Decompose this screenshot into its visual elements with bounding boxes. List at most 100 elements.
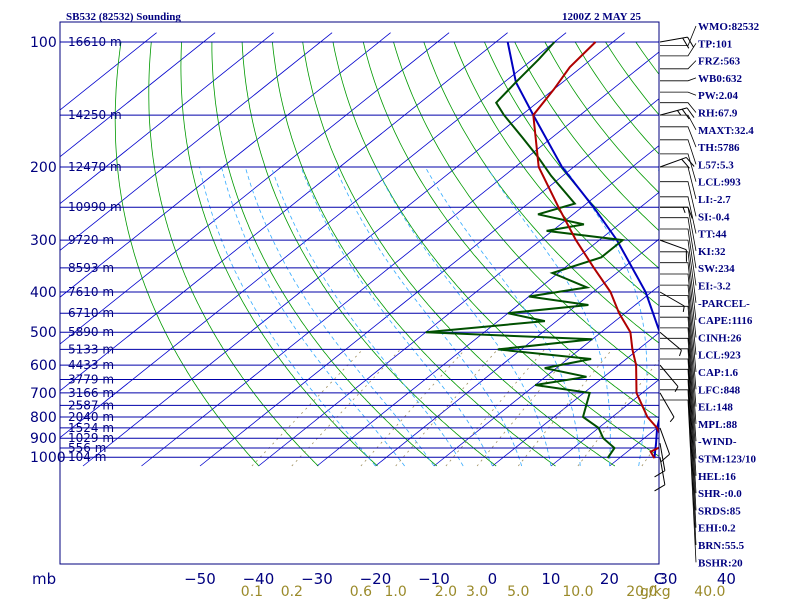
index-leader-line (660, 337, 697, 459)
index-leader-line (660, 166, 697, 200)
temperature-tick-label: −50 (184, 570, 216, 588)
dry-adiabat (272, 41, 556, 467)
height-label: 8593 m (68, 261, 114, 275)
index-label: LCL:993 (698, 177, 741, 189)
dry-adiabat (423, 41, 659, 344)
height-label: 3166 m (68, 386, 114, 400)
dry-adiabat (332, 41, 659, 457)
height-label: 4433 m (68, 358, 114, 372)
index-label: CAP:1.6 (698, 367, 739, 379)
pressure-tick-label: 700 (30, 386, 57, 402)
barb-flag (681, 108, 690, 120)
barb-flag (682, 207, 686, 214)
index-entry: RH:67.9 (660, 102, 738, 120)
index-label: FRZ:563 (698, 56, 741, 68)
wind-barb (659, 36, 695, 49)
barb-flag (674, 386, 679, 393)
height-label: 9720 m (68, 233, 114, 247)
index-entry: EL:148 (660, 305, 733, 414)
barb-flag (679, 350, 682, 357)
height-label: 1029 m (68, 431, 114, 445)
mixing-ratio-tick-label: 3.0 (466, 584, 488, 600)
index-label: RH:67.9 (698, 108, 738, 120)
temperature-tick-label: 20 (600, 570, 619, 588)
height-label: 10990 m (68, 200, 122, 214)
pressure-tick-label: 500 (30, 325, 57, 341)
height-label: 5890 m (68, 325, 114, 339)
index-leader-line (660, 295, 697, 390)
index-leader-line (660, 91, 697, 96)
moist-adiabat (300, 166, 493, 467)
pressure-tick-label: 900 (30, 431, 57, 447)
wind-barb (659, 291, 685, 313)
index-entry: HEL:16 (660, 348, 736, 483)
index-label: TT:44 (698, 229, 727, 241)
dewpoint-trace (425, 41, 626, 459)
index-entry: TH:5786 (660, 126, 740, 154)
barb-shaft (659, 291, 685, 307)
index-leader-line (660, 284, 697, 373)
wind-barb (659, 239, 687, 262)
index-leader-line (660, 181, 697, 217)
moist-adiabat (271, 166, 464, 467)
index-label: CAPE:1116 (698, 315, 753, 327)
index-leader-line (660, 273, 697, 355)
wind-barb (659, 331, 682, 357)
height-label: 6710 m (68, 306, 114, 320)
index-label: STM:123/10 (698, 454, 757, 466)
index-label: TP:101 (698, 38, 732, 50)
index-label: BRN:55.5 (698, 540, 745, 552)
index-leader-line (660, 25, 697, 46)
dry-adiabat (180, 41, 378, 467)
index-leader-line (660, 153, 697, 182)
index-entry: EHI:0.2 (660, 379, 736, 535)
index-entry: EI:-3.2 (660, 228, 731, 293)
barb-shaft (659, 457, 666, 485)
isotherm (60, 32, 508, 392)
station-title: SB532 (82532) Sounding (66, 11, 181, 23)
pressure-unit-label: mb (32, 570, 56, 588)
index-label: WMO:82532 (698, 21, 760, 33)
index-label: PW:2.04 (698, 90, 739, 102)
index-leader-line (660, 251, 697, 321)
index-entry: LI:-2.7 (660, 166, 731, 206)
index-leader-line (660, 217, 697, 269)
height-label: 14250 m (68, 108, 122, 122)
index-label: EHI:0.2 (698, 523, 736, 535)
dry-adiabat (514, 41, 659, 232)
isotherm (316, 191, 659, 467)
index-entry: KI:32 (660, 206, 726, 258)
isotherm (60, 32, 274, 205)
background-grid (60, 32, 800, 467)
moist-adiabat (563, 166, 648, 467)
pressure-tick-label: 100 (30, 35, 57, 51)
temperature-tick-label: −10 (418, 570, 450, 588)
valid-time: 1200Z 2 MAY 25 (562, 11, 641, 23)
index-entry: MAXT:32.4 (660, 114, 754, 137)
moist-adiabat (486, 166, 611, 466)
index-leader-line (660, 305, 697, 407)
moist-adiabat (334, 166, 523, 467)
index-entry: TP:101 (660, 38, 732, 57)
index-entry: SRDS:85 (660, 368, 741, 517)
temperature-trace (532, 41, 659, 459)
index-label: -PARCEL- (698, 298, 750, 310)
index-entry: PW:2.04 (660, 90, 739, 102)
temperature-tick-label: 30 (658, 570, 677, 588)
temperature-tick-label: −30 (301, 570, 333, 588)
index-entry: FRZ:563 (660, 56, 741, 70)
height-label: 12470 m (68, 160, 122, 174)
barb-shaft (659, 239, 687, 251)
barb-flag (686, 107, 695, 118)
wind-barb (654, 443, 666, 478)
index-entry: TT:44 (660, 196, 727, 241)
temperature-tick-label: C (654, 570, 664, 588)
barb-flag (682, 37, 690, 49)
index-leader-line (660, 77, 697, 82)
dry-adiabat (757, 42, 800, 466)
index-leader-line (660, 348, 697, 476)
moist-adiabat (424, 166, 581, 467)
stability-indices: WMO:82532 TP:101 FRZ:563 WB0:632 PW:2.04 RH:6… (660, 21, 760, 569)
